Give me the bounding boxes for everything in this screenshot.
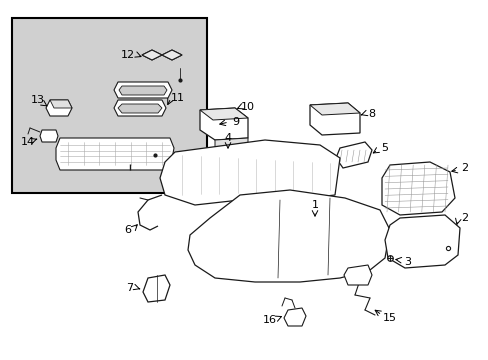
Text: 5: 5	[381, 143, 387, 153]
Polygon shape	[138, 195, 162, 230]
Text: 7: 7	[126, 283, 133, 293]
Text: 10: 10	[241, 102, 254, 112]
Polygon shape	[162, 50, 182, 60]
Polygon shape	[309, 103, 359, 115]
Text: 16: 16	[263, 315, 276, 325]
Text: 12: 12	[121, 50, 135, 60]
Polygon shape	[384, 215, 459, 268]
Polygon shape	[200, 108, 247, 120]
Polygon shape	[200, 200, 379, 276]
Polygon shape	[335, 142, 371, 168]
Polygon shape	[40, 130, 58, 142]
Polygon shape	[142, 50, 162, 60]
Polygon shape	[114, 100, 165, 116]
Text: 15: 15	[382, 313, 396, 323]
Text: 13: 13	[31, 95, 45, 105]
Polygon shape	[142, 50, 162, 60]
Polygon shape	[215, 138, 247, 157]
Bar	[12, 18, 206, 193]
Polygon shape	[50, 100, 72, 108]
Polygon shape	[114, 82, 172, 98]
Polygon shape	[56, 138, 174, 170]
Text: 2: 2	[461, 213, 468, 223]
Polygon shape	[160, 140, 339, 205]
Polygon shape	[46, 100, 72, 116]
Text: 2: 2	[461, 163, 468, 173]
Polygon shape	[309, 103, 359, 135]
Polygon shape	[142, 275, 170, 302]
Text: 11: 11	[171, 93, 184, 103]
Text: 9: 9	[232, 117, 239, 127]
Text: 1: 1	[311, 200, 318, 210]
Text: 8: 8	[367, 109, 375, 119]
Polygon shape	[284, 308, 305, 326]
Polygon shape	[162, 50, 182, 60]
Polygon shape	[200, 108, 247, 140]
Polygon shape	[118, 104, 162, 113]
Text: 6: 6	[124, 225, 131, 235]
Polygon shape	[381, 162, 454, 215]
Polygon shape	[187, 190, 389, 282]
Polygon shape	[343, 265, 371, 285]
Polygon shape	[119, 86, 167, 95]
Text: 4: 4	[224, 133, 231, 143]
Text: 14: 14	[21, 137, 35, 147]
Text: 3: 3	[404, 257, 411, 267]
